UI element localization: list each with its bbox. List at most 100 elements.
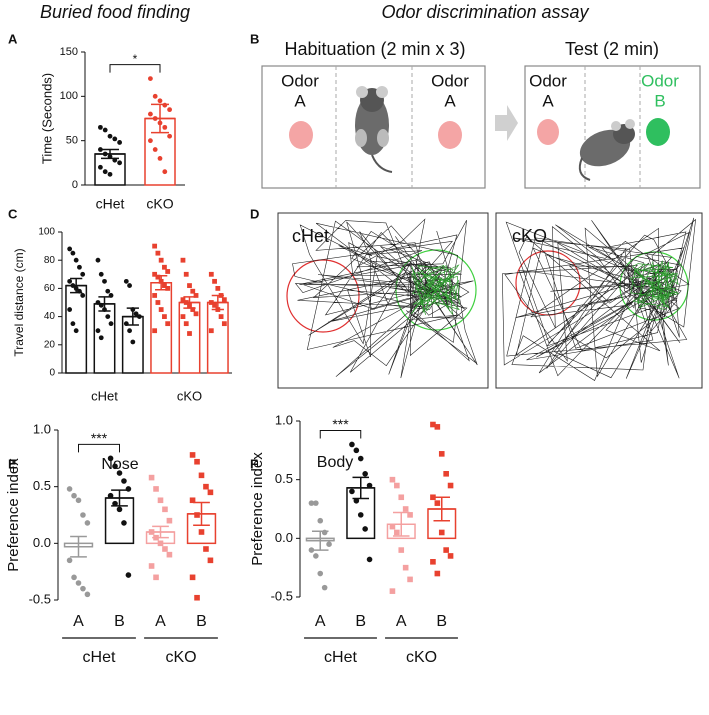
y-tick-label: 80 [44, 255, 56, 266]
data-point [434, 570, 441, 577]
data-point [189, 452, 196, 458]
data-point [102, 127, 108, 133]
data-point [66, 486, 73, 492]
data-point [148, 474, 155, 481]
y-tick-label: 1.0 [33, 421, 51, 436]
data-point [443, 547, 449, 553]
group-label: cKO [406, 649, 437, 666]
odor-label: Odor [281, 71, 319, 90]
data-point [402, 564, 409, 571]
data-point [70, 321, 76, 327]
data-point [98, 335, 104, 341]
data-point [317, 570, 324, 577]
data-point [203, 546, 209, 552]
data-point [162, 102, 168, 108]
data-point [117, 160, 122, 166]
y-tick-label: 150 [60, 46, 78, 58]
data-point [193, 311, 199, 317]
y-tick-label: 20 [44, 339, 56, 350]
data-point [366, 482, 373, 489]
data-point [153, 486, 159, 492]
data-point [148, 138, 153, 144]
y-tick-label: 0 [49, 368, 55, 379]
error-bar [427, 496, 456, 522]
data-point [67, 307, 73, 312]
data-point [207, 489, 214, 496]
track-trace-odor [410, 264, 461, 316]
group-label: cKO [177, 388, 202, 403]
data-point [107, 455, 114, 462]
panel-letter: A [8, 31, 18, 46]
data-point [430, 494, 436, 501]
data-point [203, 483, 209, 490]
y-axis-label: Preference index [5, 458, 22, 572]
data-point [362, 471, 368, 477]
data-point [194, 512, 200, 518]
data-point [148, 76, 153, 81]
error-bar [145, 103, 175, 134]
data-point [398, 547, 405, 553]
test-arena [524, 65, 701, 189]
data-point [313, 500, 319, 506]
y-axis-label: Travel distance (cm) [12, 248, 26, 356]
track-label: cKO [512, 226, 547, 246]
data-point [389, 523, 396, 530]
data-point [158, 257, 164, 263]
data-point [121, 478, 127, 484]
data-point [107, 133, 113, 139]
data-point [123, 278, 129, 284]
odor-label: Odor [431, 71, 469, 90]
y-tick-label: 0 [72, 179, 78, 191]
significance-bracket [109, 64, 161, 73]
data-point [398, 494, 405, 501]
data-point [162, 124, 168, 130]
data-point [84, 520, 91, 526]
data-point [107, 492, 114, 499]
error-bar [105, 489, 134, 507]
data-point [165, 269, 171, 274]
data-point [438, 529, 445, 536]
data-point [71, 574, 77, 581]
group-label: cHet [324, 649, 357, 666]
data-point [167, 133, 173, 139]
data-point [189, 497, 196, 504]
data-point [183, 300, 189, 305]
data-point [116, 470, 123, 476]
data-point [167, 107, 173, 113]
data-point [95, 300, 101, 305]
bar [206, 301, 229, 374]
data-point [152, 243, 158, 249]
error-bar [207, 294, 229, 311]
x-tick-label: cHet [96, 196, 125, 212]
data-point [98, 147, 103, 152]
data-point [157, 156, 163, 161]
data-point [158, 278, 164, 284]
data-point [221, 321, 227, 327]
data-point [180, 297, 186, 303]
data-point [77, 288, 82, 294]
data-point [438, 451, 445, 457]
data-point [212, 278, 217, 284]
data-point [162, 546, 168, 552]
significance-bracket [319, 429, 362, 439]
data-point [102, 169, 108, 175]
data-point [157, 120, 163, 126]
section-heading: Buried food finding [40, 2, 190, 22]
data-point [95, 328, 101, 334]
odor-label: A [542, 91, 554, 110]
significance-bracket [78, 443, 120, 453]
y-axis-label: Time (Seconds) [39, 73, 54, 164]
group-label: cKO [165, 649, 196, 666]
data-point [73, 286, 79, 291]
y-tick-label: 0.5 [275, 471, 293, 486]
data-point [353, 447, 360, 454]
error-bar [387, 511, 416, 537]
x-tick-label: A [73, 613, 84, 630]
data-point [155, 274, 161, 280]
data-point [125, 572, 132, 578]
x-tick-label: B [114, 613, 125, 630]
data-point [443, 471, 449, 477]
data-point [362, 526, 368, 532]
data-point [80, 293, 86, 298]
